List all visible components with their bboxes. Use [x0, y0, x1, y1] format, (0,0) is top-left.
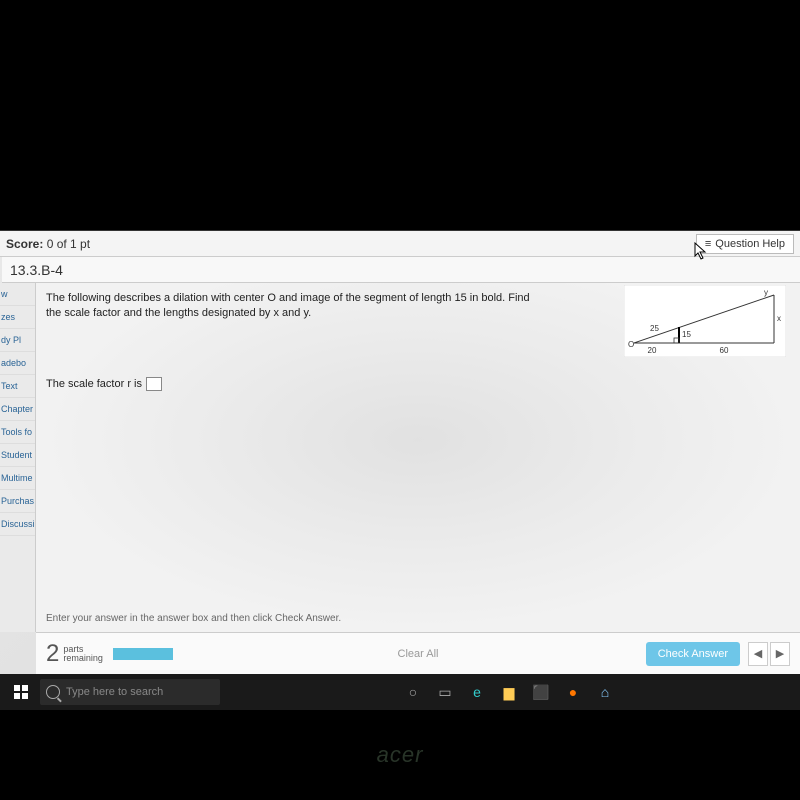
sidebar-item[interactable]: Chapter	[0, 398, 35, 421]
scale-factor-line: The scale factor r is	[46, 377, 786, 391]
parts-remaining: 2 parts remaining	[46, 640, 173, 668]
score-bar: Score: 0 of 1 pt Question Help	[0, 231, 800, 257]
svg-text:y: y	[764, 288, 768, 297]
mouse-cursor	[694, 242, 708, 260]
score-value: 0 of 1 pt	[47, 237, 90, 251]
search-placeholder: Type here to search	[66, 686, 163, 698]
firefox-icon[interactable]: ●	[560, 679, 586, 705]
edge-icon[interactable]: e	[464, 679, 490, 705]
prev-button[interactable]: ◀	[748, 642, 768, 666]
sidebar-item[interactable]: Multime	[0, 467, 35, 490]
sidebar-item[interactable]: Tools fo	[0, 421, 35, 444]
next-button[interactable]: ▶	[770, 642, 790, 666]
taskbar-search[interactable]: Type here to search	[40, 679, 220, 705]
svg-text:25: 25	[650, 324, 659, 333]
taskview-icon[interactable]: ▭	[432, 679, 458, 705]
scale-factor-label: The scale factor r is	[46, 378, 142, 390]
cortana-icon[interactable]: ○	[400, 679, 426, 705]
svg-text:x: x	[777, 314, 781, 323]
triangle-figure: O 20 60 25 15 x y	[624, 285, 786, 357]
windows-taskbar: Type here to search ○ ▭ e ▆ ⬛ ● ⌂	[0, 674, 800, 710]
progress-bar	[113, 648, 173, 660]
sidebar-item[interactable]: adebo	[0, 352, 35, 375]
search-icon	[46, 685, 60, 699]
question-footer: 2 parts remaining Clear All Check Answer…	[36, 632, 800, 674]
question-help-button[interactable]: Question Help	[696, 234, 794, 254]
sidebar: w zes dy Pl adebo Text Chapter Tools fo …	[0, 283, 36, 632]
check-answer-button[interactable]: Check Answer	[646, 642, 740, 666]
store-icon[interactable]: ⬛	[528, 679, 554, 705]
sidebar-item[interactable]: zes	[0, 306, 35, 329]
sidebar-item[interactable]: Student	[0, 444, 35, 467]
security-icon[interactable]: ⌂	[592, 679, 618, 705]
laptop-brand: acer	[377, 742, 424, 768]
sidebar-item[interactable]: Purchas	[0, 490, 35, 513]
sidebar-item[interactable]: Discussi	[0, 513, 35, 536]
sidebar-item[interactable]: dy Pl	[0, 329, 35, 352]
question-help-label: Question Help	[715, 238, 785, 250]
question-prompt: The following describes a dilation with …	[46, 291, 546, 321]
svg-text:20: 20	[648, 346, 657, 355]
svg-text:O: O	[628, 340, 634, 349]
start-button[interactable]	[6, 678, 36, 706]
score-label: Score:	[6, 237, 43, 251]
answer-hint: Enter your answer in the answer box and …	[46, 613, 341, 624]
sidebar-item[interactable]: w	[0, 283, 35, 306]
explorer-icon[interactable]: ▆	[496, 679, 522, 705]
svg-text:15: 15	[682, 330, 691, 339]
parts-count: 2	[46, 640, 59, 668]
clear-all-button[interactable]: Clear All	[398, 648, 439, 660]
parts-label-bottom: remaining	[63, 654, 103, 663]
answer-input[interactable]	[146, 377, 162, 391]
svg-text:60: 60	[720, 346, 729, 355]
nav-arrows: ◀ ▶	[748, 642, 790, 666]
sidebar-item[interactable]: Text	[0, 375, 35, 398]
question-number: 13.3.B-4	[2, 257, 800, 283]
question-main: The following describes a dilation with …	[36, 283, 800, 632]
